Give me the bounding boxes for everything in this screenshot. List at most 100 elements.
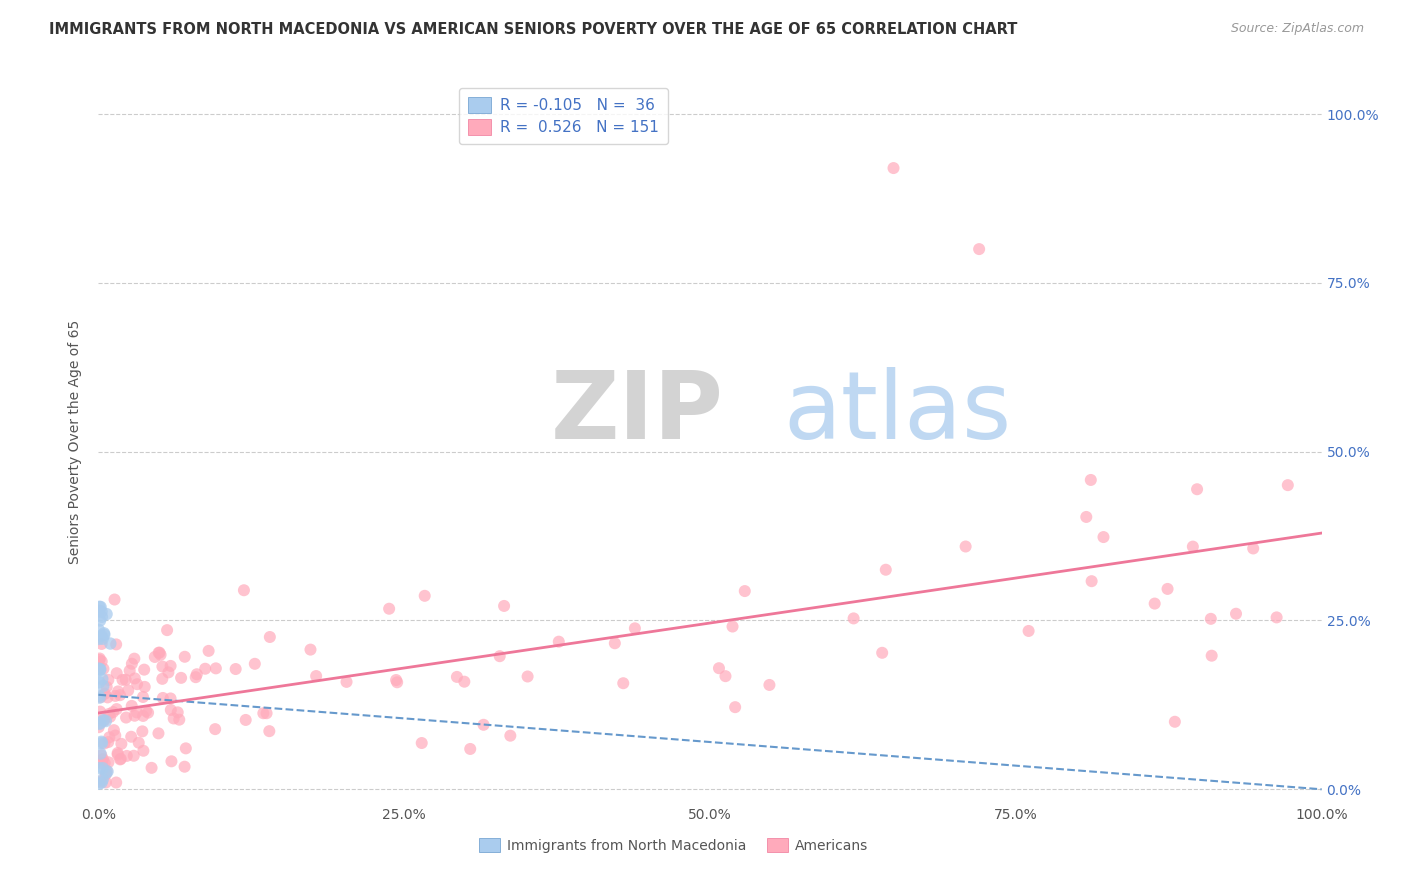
Point bbox=[494, 599, 516, 613]
Point bbox=[141, 761, 163, 775]
Point bbox=[90, 655, 112, 669]
Point bbox=[93, 628, 115, 642]
Point bbox=[114, 673, 136, 687]
Point bbox=[1080, 473, 1102, 487]
Point bbox=[101, 705, 124, 719]
Point bbox=[1199, 612, 1222, 626]
Point bbox=[1225, 607, 1247, 621]
Point bbox=[169, 713, 191, 727]
Point bbox=[134, 663, 156, 677]
Point bbox=[91, 772, 114, 787]
Point bbox=[134, 680, 156, 694]
Point bbox=[758, 678, 780, 692]
Point bbox=[152, 659, 174, 673]
Point bbox=[967, 242, 990, 256]
Point bbox=[136, 706, 159, 720]
Point bbox=[124, 651, 146, 665]
Point bbox=[89, 599, 111, 614]
Point bbox=[186, 667, 208, 681]
Point bbox=[93, 756, 115, 770]
Point bbox=[132, 709, 155, 723]
Point bbox=[98, 731, 121, 745]
Point bbox=[131, 724, 153, 739]
Text: ZIP: ZIP bbox=[551, 367, 724, 458]
Point bbox=[305, 669, 328, 683]
Point bbox=[488, 649, 510, 664]
Point bbox=[87, 604, 110, 618]
Point bbox=[870, 646, 893, 660]
Point bbox=[103, 723, 125, 738]
Point bbox=[120, 730, 142, 744]
Point bbox=[105, 666, 128, 681]
Point bbox=[516, 669, 538, 683]
Point bbox=[91, 752, 114, 766]
Point bbox=[89, 675, 111, 690]
Point bbox=[89, 662, 111, 676]
Point bbox=[96, 607, 118, 621]
Point bbox=[721, 619, 744, 633]
Point bbox=[91, 632, 114, 646]
Text: atlas: atlas bbox=[783, 367, 1012, 458]
Point bbox=[117, 683, 139, 698]
Point bbox=[107, 684, 129, 698]
Point bbox=[124, 708, 146, 723]
Point bbox=[256, 706, 278, 721]
Point bbox=[1185, 482, 1208, 496]
Point bbox=[96, 766, 118, 780]
Legend: Immigrants from North Macedonia, Americans: Immigrants from North Macedonia, America… bbox=[471, 830, 876, 861]
Point bbox=[335, 674, 357, 689]
Point bbox=[89, 690, 111, 705]
Point bbox=[98, 710, 121, 724]
Point bbox=[108, 688, 131, 702]
Point bbox=[205, 661, 228, 675]
Point bbox=[105, 637, 128, 651]
Point bbox=[91, 679, 114, 693]
Point bbox=[87, 720, 110, 734]
Point bbox=[97, 756, 120, 770]
Point bbox=[1156, 582, 1178, 596]
Point bbox=[103, 592, 125, 607]
Point bbox=[91, 756, 114, 771]
Point bbox=[107, 747, 129, 762]
Point bbox=[89, 705, 111, 719]
Point bbox=[87, 632, 110, 646]
Point bbox=[89, 663, 111, 677]
Point bbox=[159, 703, 181, 717]
Point bbox=[411, 736, 433, 750]
Point bbox=[115, 748, 138, 763]
Point bbox=[90, 609, 112, 624]
Point bbox=[96, 764, 118, 779]
Point bbox=[148, 646, 170, 660]
Point bbox=[1076, 510, 1098, 524]
Point bbox=[152, 690, 174, 705]
Point bbox=[93, 736, 115, 750]
Point bbox=[90, 774, 112, 789]
Point bbox=[89, 717, 111, 731]
Point bbox=[299, 642, 322, 657]
Point bbox=[148, 726, 170, 740]
Point bbox=[734, 584, 756, 599]
Point bbox=[122, 748, 145, 763]
Point bbox=[1181, 540, 1204, 554]
Point bbox=[453, 674, 475, 689]
Point bbox=[156, 623, 179, 637]
Point bbox=[184, 670, 207, 684]
Point bbox=[115, 710, 138, 724]
Point bbox=[446, 670, 468, 684]
Y-axis label: Seniors Poverty Over the Age of 65: Seniors Poverty Over the Age of 65 bbox=[69, 319, 83, 564]
Text: Source: ZipAtlas.com: Source: ZipAtlas.com bbox=[1230, 22, 1364, 36]
Point bbox=[159, 691, 181, 706]
Point bbox=[197, 644, 219, 658]
Point bbox=[94, 714, 117, 728]
Point bbox=[149, 648, 172, 662]
Point bbox=[104, 729, 127, 743]
Point bbox=[124, 672, 146, 686]
Point bbox=[94, 687, 117, 701]
Point bbox=[93, 714, 115, 728]
Point bbox=[89, 747, 111, 761]
Point bbox=[87, 661, 110, 675]
Point bbox=[1080, 574, 1102, 589]
Point bbox=[97, 690, 120, 705]
Point bbox=[90, 599, 112, 614]
Point bbox=[150, 672, 173, 686]
